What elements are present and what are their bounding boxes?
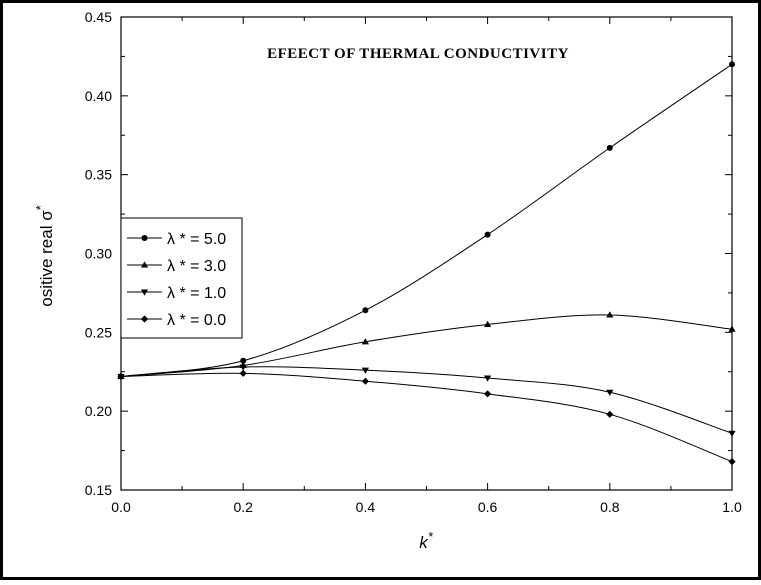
- data-point: [484, 375, 492, 382]
- series-0: [118, 61, 735, 380]
- y-tick-label: 0.15: [85, 482, 112, 498]
- x-tick-label: 0.6: [478, 499, 498, 515]
- legend: λ * = 5.0 λ * = 3.0 λ * = 1.0 λ * = 0.0: [120, 217, 243, 339]
- series-layer: [117, 61, 736, 466]
- x-tick-label: 1.0: [722, 499, 742, 515]
- data-point: [606, 144, 613, 151]
- x-tick-label: 0.4: [356, 499, 376, 515]
- y-tick-label: 0.30: [85, 246, 112, 262]
- y-axis-label-main: ositive real σ: [37, 210, 56, 307]
- x-tick-label: 0.2: [233, 499, 253, 515]
- x-axis-label-main: k: [419, 533, 429, 552]
- data-point: [117, 372, 125, 381]
- x-tick-label: 0.0: [111, 499, 131, 515]
- data-point: [239, 364, 247, 371]
- x-axis-label: k*: [419, 529, 434, 552]
- y-tick-label: 0.20: [85, 403, 112, 419]
- legend-label: λ * = 1.0: [167, 285, 226, 302]
- legend-label: λ * = 0.0: [167, 312, 226, 329]
- data-point: [728, 430, 736, 437]
- data-point: [606, 389, 614, 396]
- legend-marker: [140, 261, 149, 268]
- y-tick-label: 0.45: [85, 9, 112, 25]
- legend-label: λ * = 3.0: [167, 258, 226, 275]
- data-point: [484, 390, 492, 398]
- data-point: [729, 61, 735, 68]
- data-point: [240, 357, 247, 364]
- data-point: [728, 325, 736, 332]
- legend-label: λ * = 5.0: [167, 231, 226, 248]
- legend-marker: [140, 289, 149, 296]
- series-line: [120, 372, 733, 463]
- series-2: [117, 364, 736, 437]
- series-3: [117, 369, 736, 466]
- legend-marker: [140, 315, 149, 323]
- y-axis: 0.15 0.20 0.25 0.30 0.35 0.40 0.45: [85, 9, 732, 498]
- data-point: [239, 369, 247, 377]
- data-point: [361, 367, 369, 374]
- data-point: [484, 231, 491, 238]
- y-tick-label: 0.40: [85, 88, 112, 104]
- y-tick-label: 0.35: [85, 167, 112, 183]
- y-axis-label-sup: *: [33, 205, 48, 210]
- y-tick-label: 0.25: [85, 324, 112, 340]
- data-point: [361, 377, 369, 385]
- data-point: [728, 458, 736, 466]
- data-point: [606, 410, 614, 418]
- y-axis-label: ositive real σ*: [33, 205, 56, 307]
- series-line: [120, 366, 733, 434]
- x-axis-label-sup: *: [428, 529, 434, 544]
- x-tick-label: 0.8: [600, 499, 620, 515]
- data-point: [362, 307, 369, 314]
- data-point: [361, 338, 369, 345]
- series-line: [120, 63, 733, 377]
- data-point: [606, 311, 614, 318]
- legend-marker: [141, 235, 148, 241]
- chart-title: EFEECT OF THERMAL CONDUCTIVITY: [267, 46, 569, 62]
- data-point: [484, 320, 492, 327]
- x-axis: 0.0 0.2 0.4 0.6 0.8 1.0: [111, 17, 742, 515]
